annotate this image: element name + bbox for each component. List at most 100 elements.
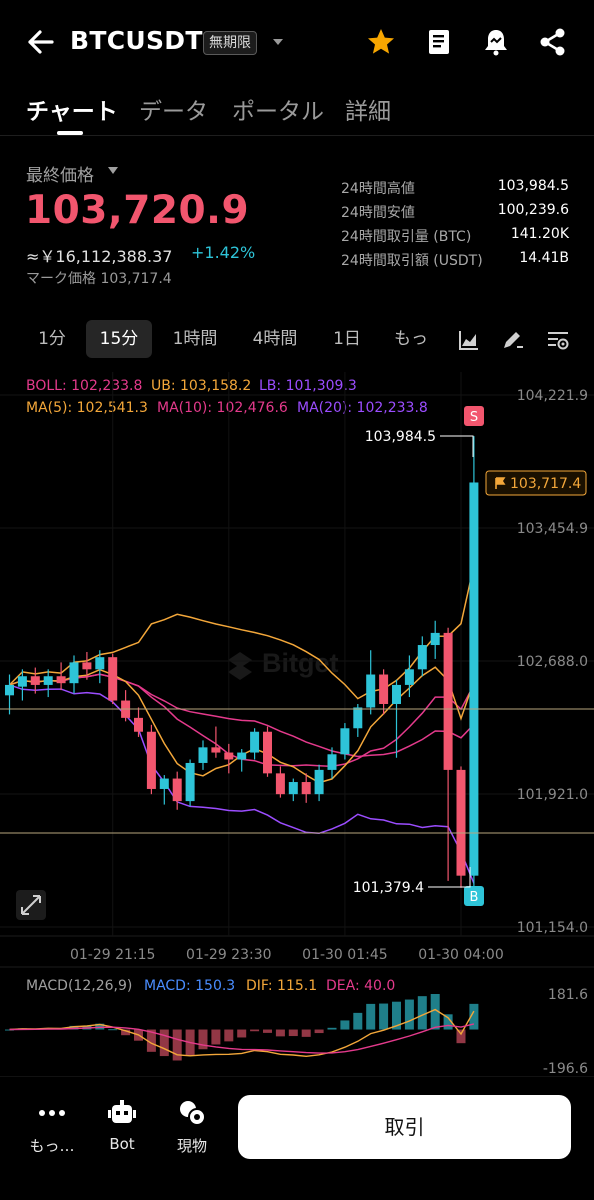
macd-histogram-bar <box>314 1029 324 1034</box>
candle-body <box>404 669 414 685</box>
buy-marker[interactable] <box>464 886 484 906</box>
price-summary: 最終価格 103,720.9 ≈￥16,112,388.37 +1.42% マー… <box>0 150 594 300</box>
interval-15m[interactable]: 15分 <box>86 320 152 358</box>
candle-body <box>108 657 118 701</box>
stat-value-high: 103,984.5 <box>497 178 569 194</box>
macd-panel <box>5 994 479 1061</box>
chevron-down-icon[interactable] <box>272 36 284 48</box>
interval-bar: 1分 15分 1時間 4時間 1日 もっ <box>0 320 594 360</box>
macd-tick-label: -196.6 <box>543 1061 588 1076</box>
candle-body <box>5 684 14 696</box>
stat-label-high: 24時間高値 <box>341 181 415 197</box>
notebook-icon[interactable] <box>423 26 455 58</box>
tab-details[interactable]: 詳細 <box>345 99 391 125</box>
chart-type-icon[interactable] <box>457 328 481 352</box>
tab-portal[interactable]: ポータル <box>232 99 324 125</box>
ma5-value: MA(5): 102,541.3 <box>26 400 148 416</box>
price-tick-label: 101,154.0 <box>517 920 588 936</box>
price-jpy: ≈￥16,112,388.37 <box>26 247 173 266</box>
candle-body <box>288 782 298 795</box>
dea-line <box>9 1023 475 1054</box>
stat-label-low: 24時間安値 <box>341 205 415 221</box>
flag-icon <box>495 477 506 489</box>
stat-value-low: 100,239.6 <box>497 202 569 218</box>
active-tab-indicator <box>57 131 83 135</box>
candle-body <box>366 674 376 708</box>
candle-body <box>56 676 66 684</box>
stat-label-turnover: 24時間取引額 (USDT) <box>341 253 483 269</box>
macd-histogram-bar <box>340 1020 350 1030</box>
candle-body <box>30 676 40 685</box>
stat-value-volume: 141.20K <box>510 226 569 242</box>
interval-1h[interactable]: 1時間 <box>172 329 218 349</box>
spot-button[interactable]: 現物 <box>157 1097 227 1156</box>
macd-title: MACD(12,26,9) <box>26 978 133 994</box>
trade-button[interactable]: 取引 <box>238 1095 571 1159</box>
macd-histogram-bar <box>301 1029 311 1037</box>
interval-more[interactable]: もっ <box>394 329 428 349</box>
tab-chart[interactable]: チャート <box>26 99 118 125</box>
candle-body <box>211 747 221 753</box>
more-label: もっ… <box>29 1137 75 1155</box>
symbol-title[interactable]: BTCUSDT <box>70 26 203 55</box>
price-axis: 104,221.9 103,454.9 102,688.0 101,921.0 101,… <box>517 388 588 936</box>
price-tick-label: 103,454.9 <box>517 521 588 537</box>
price-tick-label: 102,688.0 <box>517 654 588 670</box>
stat-label-volume: 24時間取引量 (BTC) <box>341 229 472 245</box>
ma10-value: MA(10): 102,476.6 <box>157 400 288 416</box>
candle-body <box>301 782 311 795</box>
indicator-lines <box>8 565 475 884</box>
candle-body <box>159 778 169 789</box>
macd-histogram-bar <box>353 1012 363 1030</box>
low-leader-line <box>428 867 471 888</box>
macd-histogram-bar <box>146 1029 156 1052</box>
macd-histogram-bar <box>288 1029 298 1037</box>
chart-settings-icon[interactable] <box>546 328 570 352</box>
macd-axis: 181.6 -196.6 <box>543 987 588 1076</box>
boll-value: BOLL: 102,233.8 <box>26 378 143 394</box>
tab-data[interactable]: データ <box>139 99 208 125</box>
drawing-pen-icon[interactable] <box>500 328 524 352</box>
candle-body <box>95 657 105 670</box>
candle-body <box>340 728 350 755</box>
share-icon[interactable] <box>537 26 569 58</box>
candle-body <box>456 769 466 876</box>
candle-body <box>327 754 337 770</box>
macd-histogram-bar <box>69 1025 79 1030</box>
buy-marker-label: B <box>470 890 479 905</box>
interval-1d[interactable]: 1日 <box>333 329 361 349</box>
candle-body <box>250 731 260 753</box>
candle-body <box>82 662 92 670</box>
candle-body <box>146 731 156 789</box>
macd-histogram-bar <box>392 1001 401 1030</box>
fullscreen-icon[interactable] <box>16 890 46 920</box>
alert-bell-icon[interactable] <box>480 26 512 58</box>
more-button[interactable]: もっ… <box>17 1097 87 1156</box>
bot-button[interactable]: Bot <box>87 1097 157 1153</box>
bottom-action-bar: もっ… Bot 現物 取引 <box>0 1076 594 1200</box>
star-icon[interactable] <box>365 26 397 58</box>
price-chart[interactable]: Bitget 104,221.9 103,454.9 102,688.0 101,92… <box>0 372 594 1076</box>
stat-value-turnover: 14.41B <box>519 250 569 266</box>
macd-histogram-bar <box>159 1029 169 1057</box>
chevron-down-icon[interactable] <box>108 167 118 175</box>
low-price-label: 101,379.4 <box>353 880 424 896</box>
candles <box>5 436 479 888</box>
macd-histogram-bar <box>327 1027 337 1030</box>
boll-mid-line <box>9 673 475 758</box>
macd-histogram-bar <box>224 1029 234 1042</box>
interval-1m[interactable]: 1分 <box>38 329 66 349</box>
candle-body <box>275 773 285 795</box>
macd-histogram-bar <box>237 1029 247 1038</box>
ma20-value: MA(20): 102,233.8 <box>297 400 428 416</box>
candle-body <box>224 752 234 760</box>
back-arrow-icon[interactable] <box>22 24 62 60</box>
dea-value: DEA: 40.0 <box>326 978 396 994</box>
candle-body <box>314 769 324 795</box>
bitget-watermark: Bitget <box>228 648 339 680</box>
interval-4h[interactable]: 4時間 <box>252 329 298 349</box>
candle-body <box>43 676 53 685</box>
sell-marker[interactable] <box>464 406 484 426</box>
last-price-label[interactable]: 最終価格 <box>26 166 94 186</box>
macd-histogram-bar <box>198 1029 208 1050</box>
